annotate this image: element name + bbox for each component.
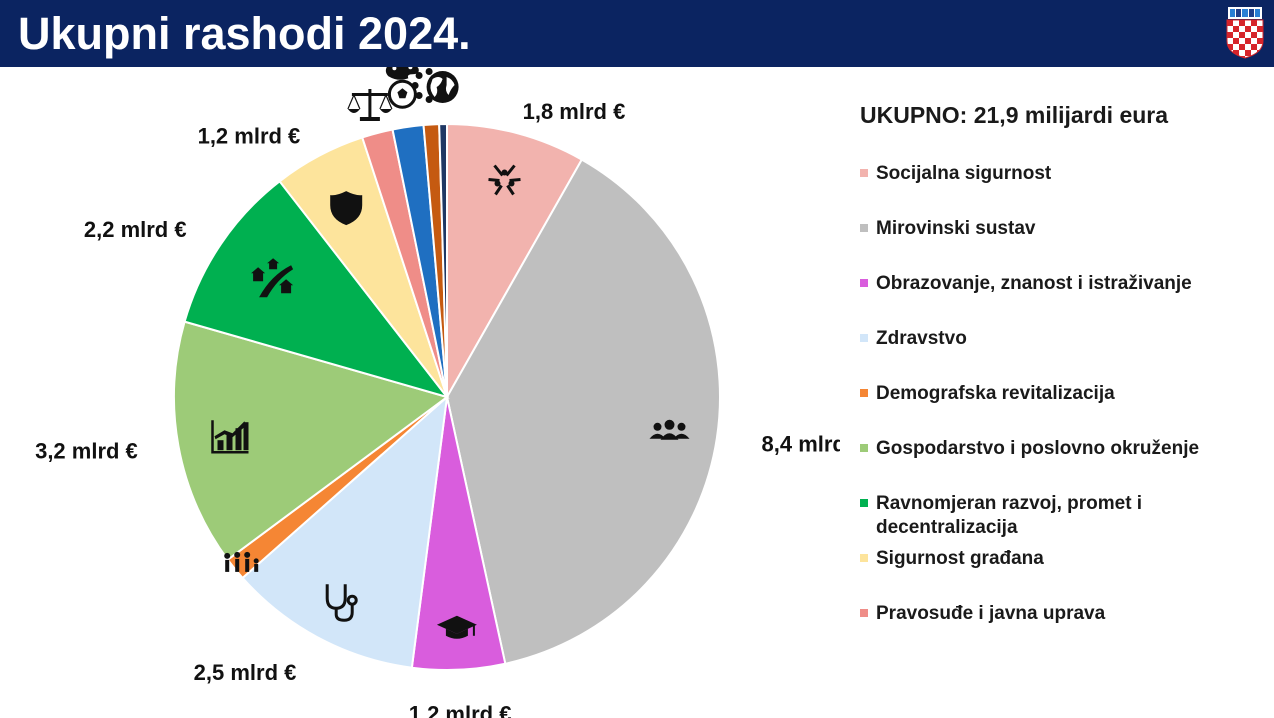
legend-swatch xyxy=(860,169,868,177)
legend-label: Sigurnost građana xyxy=(876,548,1044,569)
expenditure-pie-chart: 1,8 mlrd € 8,4 mlrd € 1,2 mlrd € 2,5 mlrd €… xyxy=(35,67,841,718)
pie-slice-socijalna-sigurnost xyxy=(446,122,584,401)
road-houses-icon xyxy=(251,258,294,298)
pie-slice-ravnomjeran-razvoj-promet-i-decentralizacija xyxy=(183,179,450,399)
legend-swatch xyxy=(860,334,868,342)
data-label-socijalna-sigurnost: 1,8 mlrd € xyxy=(523,99,626,124)
data-label-ravnomjeran-razvoj-promet-i-decentralizacija: 2,2 mlrd € xyxy=(84,217,187,242)
croatian-coat-of-arms-icon xyxy=(1226,7,1264,59)
data-label-sigurnost-gra-ana: 1,2 mlrd € xyxy=(198,124,301,149)
legend-label: Mirovinski sustav xyxy=(876,218,1036,239)
family-icon xyxy=(224,551,259,572)
legend-label: Obrazovanje, znanost i istraživanje xyxy=(876,273,1192,294)
legend-label: Zdravstvo xyxy=(876,328,967,349)
header-bar: Ukupni rashodi 2024. xyxy=(0,0,1274,67)
data-label-zdravstvo: 2,5 mlrd € xyxy=(194,660,297,685)
graduation-cap-icon xyxy=(436,615,477,639)
legend-swatch xyxy=(860,224,868,232)
pie-slice-gospodarstvo-i-poslovno-okruzenje xyxy=(173,320,450,562)
helping-hands-icon xyxy=(488,164,521,196)
pie-slice-me-unarodna-suradnja xyxy=(438,122,448,398)
people-group-icon xyxy=(649,419,690,440)
data-label-obrazovanje-znanost-i-istrazivanje: 1,2 mlrd € xyxy=(409,702,512,718)
legend-swatch xyxy=(860,499,868,507)
globe-icon xyxy=(426,71,459,103)
legend-label: Socijalna sigurnost xyxy=(876,163,1052,184)
legend-swatch xyxy=(860,389,868,397)
page-title: Ukupni rashodi 2024. xyxy=(18,8,471,59)
growth-chart-icon xyxy=(211,420,249,454)
pie-slice-mirovinski-sustav xyxy=(445,158,721,665)
legend-label: Pravosuđe i javna uprava xyxy=(876,603,1106,624)
legend: Socijalna sigurnost Mirovinski sustav Obra… xyxy=(860,0,1260,718)
legend-label: Gospodarstvo i poslovno okruženje xyxy=(876,438,1200,459)
justice-scales-icon xyxy=(347,89,393,121)
total-label: UKUPNO: 21,9 milijardi eura xyxy=(860,102,1169,128)
palette-football-icon xyxy=(385,67,419,109)
data-label-mirovinski-sustav: 8,4 mlrd € xyxy=(762,432,841,457)
legend-label: Ravnomjeran razvoj, promet i decentraliz… xyxy=(876,493,1143,538)
legend-swatch xyxy=(860,444,868,452)
legend-swatch xyxy=(860,554,868,562)
data-label-gospodarstvo-i-poslovno-okruzenje: 3,2 mlrd € xyxy=(35,439,138,464)
legend-swatch xyxy=(860,609,868,617)
shield-icon xyxy=(330,191,363,226)
legend-swatch xyxy=(860,279,868,287)
legend-label: Demografska revitalizacija xyxy=(876,383,1115,404)
pie-slice-zdravstvo xyxy=(241,394,449,669)
stethoscope-icon xyxy=(325,584,358,622)
